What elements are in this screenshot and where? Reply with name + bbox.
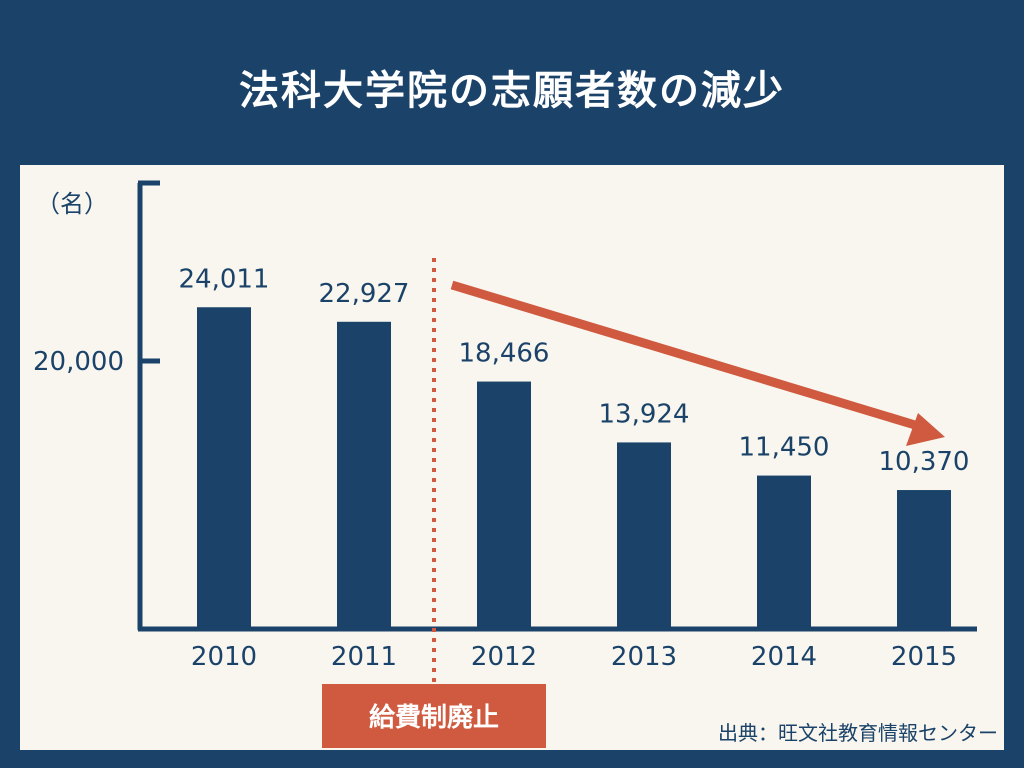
source-credit: 出典：旺文社教育情報センター [718, 721, 998, 745]
bar-2014 [757, 475, 811, 629]
bar-2011 [337, 321, 391, 629]
x-tick-label-2010: 2010 [191, 642, 257, 672]
trend-arrow-head [906, 413, 945, 446]
x-tick-label-2011: 2011 [331, 642, 397, 672]
trend-arrow-shaft [450, 280, 917, 430]
value-label-2011: 22,927 [319, 279, 410, 309]
bar-2010 [197, 307, 251, 629]
x-tick-label-2014: 2014 [751, 642, 817, 672]
bar-2012 [477, 381, 531, 629]
annotation-label: 給費制廃止 [369, 702, 499, 733]
annotation-badge [322, 684, 546, 748]
value-label-2010: 24,011 [179, 264, 270, 294]
value-label-2013: 13,924 [599, 399, 690, 429]
x-tick-label-2015: 2015 [891, 642, 957, 672]
x-tick-label-2012: 2012 [471, 642, 537, 672]
value-label-2012: 18,466 [459, 339, 550, 369]
y-axis-unit-label: （名） [36, 190, 108, 218]
bar-2013 [617, 442, 671, 629]
bar-2015 [897, 490, 951, 629]
value-label-2015: 10,370 [879, 447, 970, 477]
value-label-2014: 11,450 [739, 433, 830, 463]
x-tick-label-2013: 2013 [611, 642, 677, 672]
y-tick-label: 20,000 [33, 347, 124, 377]
page-title: 法科大学院の志願者数の減少 [239, 68, 785, 114]
